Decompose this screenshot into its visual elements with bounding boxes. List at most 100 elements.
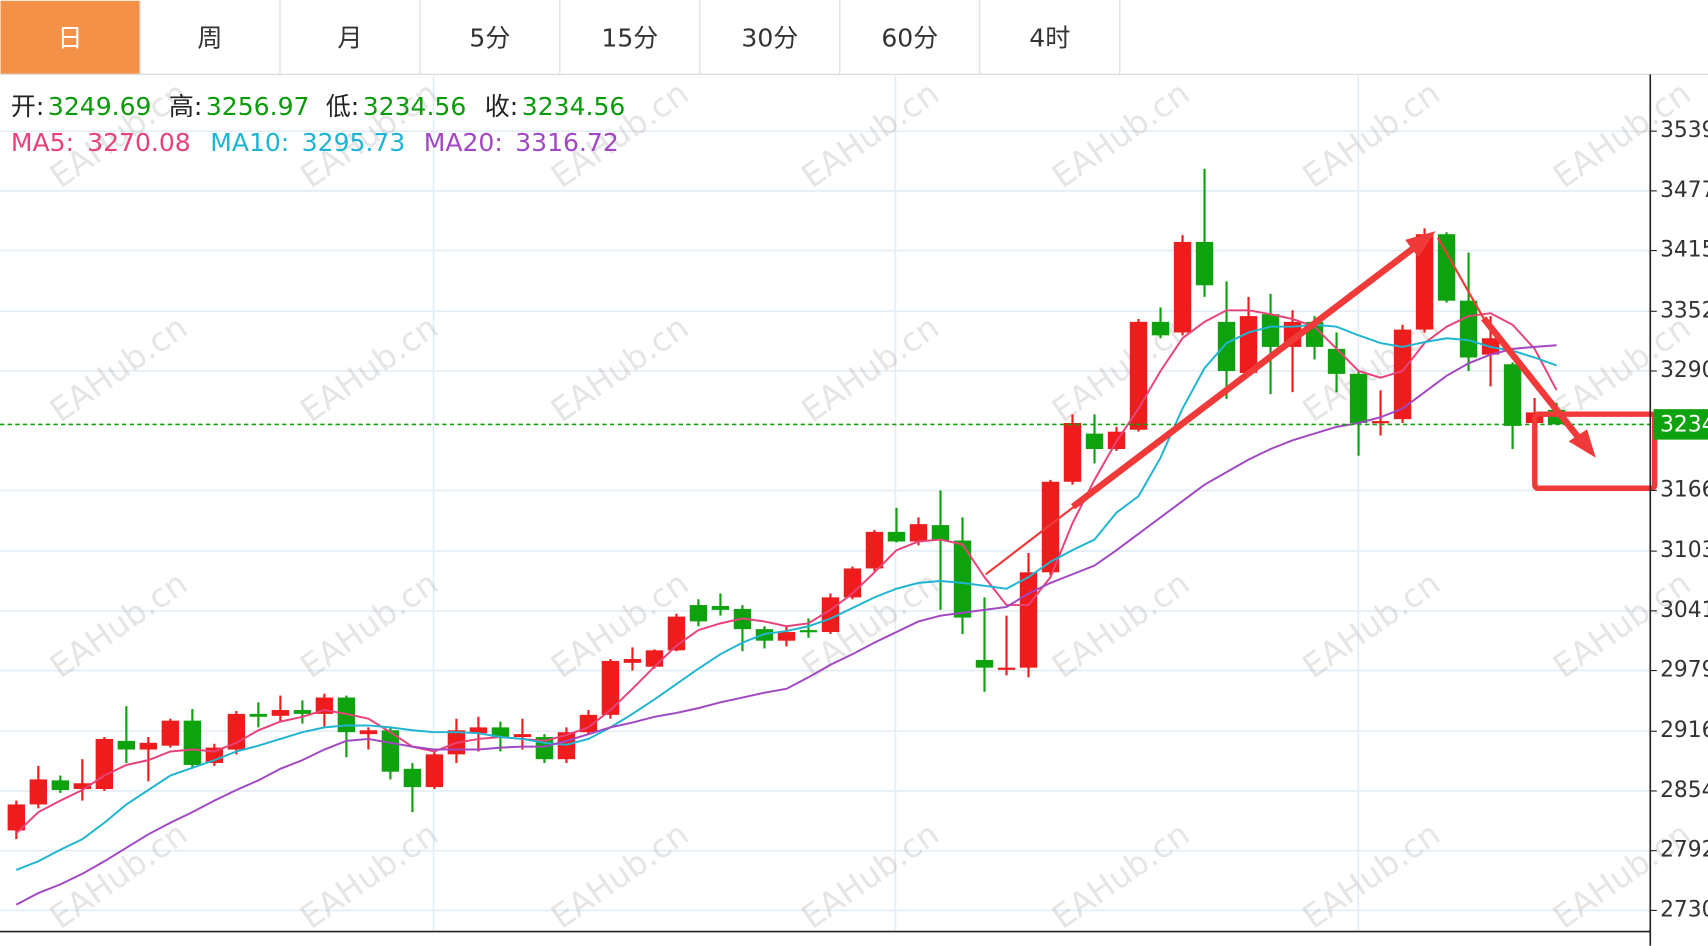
ohlc-label: 高:	[169, 92, 203, 121]
ma-label: MA5:	[11, 128, 74, 157]
grid	[0, 74, 1651, 932]
ma-line	[15, 309, 1558, 835]
tab-label[interactable]: 月	[337, 23, 362, 52]
y-tick-label: 3352	[1660, 298, 1708, 323]
candle-body	[7, 804, 26, 831]
candle-body	[1371, 421, 1390, 424]
candle-body	[293, 710, 312, 714]
candle-body	[975, 659, 994, 668]
tab-label[interactable]: 30分	[741, 23, 798, 52]
candle-body	[425, 754, 444, 788]
candle-body	[1327, 348, 1346, 374]
tab-label[interactable]: 4时	[1029, 23, 1070, 52]
candle-body	[1415, 234, 1434, 330]
y-tick-label: 3041	[1660, 598, 1708, 623]
ohlc-label: 低:	[326, 92, 359, 121]
tab[interactable]	[420, 0, 560, 74]
ohlc-label: 收:	[485, 92, 519, 121]
candle-body	[513, 734, 532, 738]
ohlc-value: 3256.97	[206, 92, 310, 121]
tab-label[interactable]: 周	[197, 23, 222, 52]
candle-body	[315, 697, 334, 714]
candle-body	[403, 768, 422, 788]
y-tick-label: 3477	[1660, 178, 1708, 203]
candle-body	[1261, 314, 1280, 347]
candle-body	[359, 730, 378, 735]
candle-body	[953, 540, 972, 618]
ohlc-value: 3249.69	[48, 92, 152, 121]
tab[interactable]	[840, 0, 980, 74]
ohlc-value: 3234.56	[522, 92, 626, 121]
candle-body	[887, 531, 906, 542]
candle-body	[73, 783, 92, 790]
candle-body	[1437, 234, 1456, 301]
y-tick-label: 2730	[1660, 897, 1708, 922]
candle-body	[51, 780, 70, 790]
candle-body	[491, 727, 510, 738]
annotation-line	[1436, 237, 1485, 319]
y-tick-label: 3539	[1660, 118, 1708, 143]
plot	[0, 168, 1651, 906]
candle-body	[689, 605, 708, 622]
ohlc-label: 开:	[11, 92, 45, 121]
tab[interactable]	[280, 0, 420, 74]
annotation-arrow	[1070, 239, 1424, 510]
tab-label[interactable]: 5分	[469, 23, 510, 52]
candle-body	[1349, 373, 1368, 424]
arrow-head	[1405, 231, 1436, 258]
candle-body	[1195, 241, 1214, 286]
highlight-box	[1532, 411, 1658, 491]
y-tick-label: 3290	[1660, 358, 1708, 383]
candle-body	[711, 606, 730, 610]
tab[interactable]	[0, 0, 140, 74]
tab[interactable]	[980, 0, 1120, 74]
annotation-arrow	[1481, 316, 1585, 444]
candle-body	[1239, 316, 1258, 373]
arrow-head	[1568, 429, 1596, 458]
candle-body	[909, 524, 928, 542]
candle-body	[623, 658, 642, 663]
candle-body	[645, 650, 664, 667]
candle-body	[249, 713, 268, 717]
ma-line	[15, 344, 1557, 906]
candle-body	[139, 742, 158, 750]
candle-body	[931, 525, 950, 541]
y-tick-label: 3415	[1660, 238, 1708, 263]
tab-label[interactable]: 15分	[601, 23, 658, 52]
tab[interactable]	[700, 0, 840, 74]
candle-body	[381, 730, 400, 772]
candle-body	[997, 667, 1016, 670]
y-tick-label: 2979	[1660, 658, 1708, 683]
ma-line	[15, 323, 1557, 871]
candle-body	[1393, 329, 1412, 420]
candle-body	[1151, 321, 1170, 336]
candle-body	[1503, 364, 1522, 426]
candle-body	[29, 779, 48, 805]
y-tick-label: 3166	[1660, 477, 1708, 502]
tab-label[interactable]: 日	[57, 23, 82, 52]
candle-body	[271, 710, 290, 716]
candle-body	[1129, 321, 1148, 430]
ohlc-value: 3234.56	[363, 92, 467, 121]
candle-body	[183, 720, 202, 765]
candle-body	[579, 714, 598, 733]
candle-body	[601, 660, 620, 715]
tab[interactable]	[560, 0, 700, 74]
candle-body	[1041, 481, 1060, 573]
ma-value: 3316.72	[515, 128, 619, 157]
candle-body	[469, 727, 488, 734]
candle-body	[1217, 321, 1236, 371]
candle-body	[777, 632, 796, 641]
tab-label[interactable]: 60分	[881, 23, 938, 52]
last-price-label: 3234	[1660, 412, 1708, 437]
tab[interactable]	[140, 0, 280, 74]
candle-body	[95, 738, 114, 790]
candle-body	[1063, 423, 1082, 482]
ma-value: 3270.08	[87, 128, 191, 157]
candle-body	[117, 740, 136, 750]
tab-bar: 日 周 月 5分 15分 30分 60分 4时	[0, 0, 1121, 75]
candle-body	[1173, 241, 1192, 333]
